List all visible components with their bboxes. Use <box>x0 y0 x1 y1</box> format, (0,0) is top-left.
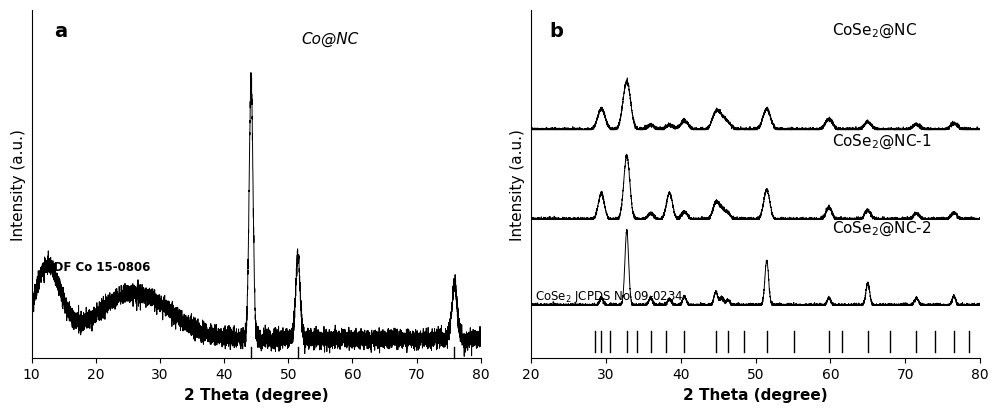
Text: CoSe$_2$@NC-2: CoSe$_2$@NC-2 <box>832 219 931 237</box>
Text: b: b <box>549 21 563 40</box>
Y-axis label: Intensity (a.u.): Intensity (a.u.) <box>510 128 525 240</box>
Text: CoSe$_2$@NC: CoSe$_2$@NC <box>832 21 917 40</box>
Text: CoSe$_2$ JCPDS No 09-0234: CoSe$_2$ JCPDS No 09-0234 <box>535 288 684 304</box>
Text: CoSe$_2$@NC-1: CoSe$_2$@NC-1 <box>832 133 931 151</box>
Text: PDF Co 15-0806: PDF Co 15-0806 <box>45 261 151 274</box>
Y-axis label: Intensity (a.u.): Intensity (a.u.) <box>11 128 26 240</box>
X-axis label: 2 Theta (degree): 2 Theta (degree) <box>184 387 329 402</box>
X-axis label: 2 Theta (degree): 2 Theta (degree) <box>683 387 828 402</box>
Text: a: a <box>54 21 67 40</box>
Text: Co@NC: Co@NC <box>301 32 358 47</box>
